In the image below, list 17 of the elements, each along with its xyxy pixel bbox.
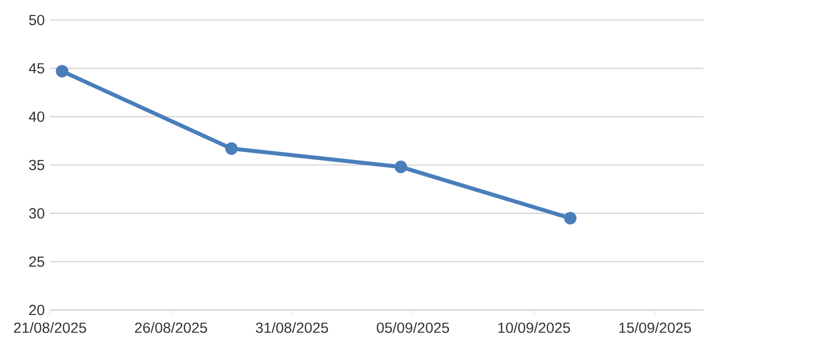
- point: [394, 160, 408, 174]
- y-tick-label: 20: [29, 304, 44, 316]
- y-tick-label: 50: [29, 14, 44, 26]
- y-tick-label: 45: [28, 63, 44, 74]
- point: [564, 212, 577, 224]
- y-tick-label: 35: [29, 160, 44, 170]
- point: [225, 142, 238, 155]
- y-tick-label: 25: [29, 256, 44, 267]
- x-tick-label: 21/08/2025: [14, 322, 86, 333]
- x-tick-label: 26/08/2025: [135, 322, 208, 333]
- x-tick-label: 05/09/2025: [376, 322, 450, 333]
- point: [56, 64, 68, 78]
- x-tick-label: 10/09/2025: [498, 322, 570, 333]
- x-tick-label: 31/08/2025: [256, 322, 328, 333]
- y-tick-label: 40: [28, 111, 44, 122]
- y-tick-label: 30: [29, 208, 44, 219]
- x-tick-label: 15/09/2025: [619, 322, 691, 333]
